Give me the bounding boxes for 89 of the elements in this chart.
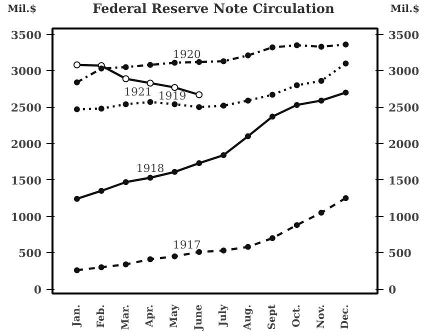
- x-tick-label: Nov.: [316, 304, 327, 329]
- y-tick-label: 1500: [10, 174, 42, 188]
- point: [122, 64, 129, 70]
- point: [244, 133, 251, 140]
- point: [171, 84, 178, 91]
- point: [196, 249, 202, 255]
- y-tick-label: 2500: [10, 102, 42, 115]
- point: [122, 101, 129, 108]
- point: [269, 92, 276, 98]
- point: [147, 174, 154, 181]
- point: [294, 222, 300, 228]
- y2-tick-label: 500: [388, 247, 412, 260]
- series-label: 1918: [136, 162, 164, 176]
- x-tick-label: Dec.: [340, 304, 352, 330]
- y-tick-label: 3000: [10, 65, 42, 78]
- y2-tick-label: 0: [388, 284, 396, 297]
- point: [342, 60, 349, 66]
- point: [74, 267, 80, 274]
- point: [98, 188, 104, 194]
- series-label: 1920: [172, 48, 201, 61]
- point: [147, 62, 154, 68]
- point: [172, 60, 178, 66]
- x-tick-label: Oct.: [291, 304, 302, 328]
- point: [196, 91, 203, 98]
- point: [318, 78, 324, 84]
- point: [196, 58, 202, 65]
- point: [122, 75, 130, 82]
- point: [318, 44, 324, 50]
- y-tick-label: 1000: [10, 210, 42, 224]
- y2-tick-label: 2500: [388, 102, 420, 115]
- series-label: 1921: [124, 85, 152, 98]
- x-tick-label: May: [169, 303, 180, 328]
- y2-axis-title: Mil.$: [389, 3, 421, 17]
- point: [146, 80, 154, 87]
- point: [172, 168, 178, 175]
- point: [269, 114, 276, 120]
- y-tick-label: 0: [34, 284, 42, 297]
- point: [269, 235, 276, 242]
- point: [244, 52, 251, 58]
- x-tick-label: Sept: [266, 304, 278, 330]
- x-tick-label: July: [218, 303, 230, 328]
- point: [220, 248, 227, 254]
- point: [220, 152, 227, 158]
- point: [342, 195, 349, 202]
- y2-tick-label: 3500: [388, 28, 420, 42]
- point: [342, 42, 349, 48]
- x-tick-label: June: [194, 304, 205, 332]
- point: [318, 210, 324, 216]
- chart-title: Federal Reserve Note Circulation: [92, 0, 335, 19]
- x-tick-label: Mar.: [120, 304, 132, 330]
- point: [98, 66, 104, 72]
- x-tick-label: Jan.: [71, 304, 82, 328]
- series-label: 1919: [158, 89, 186, 102]
- point: [244, 244, 251, 250]
- point: [342, 90, 349, 96]
- point: [98, 106, 104, 112]
- series-label: 1917: [172, 238, 201, 252]
- x-tick-label: Feb.: [96, 304, 107, 328]
- point: [294, 42, 300, 48]
- point: [220, 58, 227, 64]
- point: [318, 98, 324, 104]
- x-tick-label: Apr.: [144, 304, 156, 328]
- y-axis-title: Mil.$: [6, 3, 38, 17]
- point: [172, 253, 178, 260]
- point: [294, 82, 300, 88]
- y2-tick-label: 3000: [388, 65, 420, 78]
- point: [122, 179, 129, 186]
- point: [294, 102, 300, 108]
- point: [122, 261, 129, 268]
- x-tick-label: Aug.: [242, 304, 254, 332]
- point: [74, 106, 80, 112]
- y-tick-label: 3500: [10, 28, 42, 42]
- point: [172, 101, 178, 108]
- point: [147, 256, 154, 262]
- point: [269, 44, 276, 50]
- point: [74, 79, 80, 86]
- y2-tick-label: 1500: [388, 174, 420, 188]
- point: [220, 102, 227, 109]
- y-tick-label: 500: [18, 247, 42, 260]
- point: [147, 99, 154, 106]
- point: [196, 104, 202, 110]
- point: [98, 264, 104, 270]
- y-tick-label: 2000: [10, 138, 42, 152]
- point: [244, 98, 251, 104]
- y2-tick-label: 2000: [388, 138, 420, 152]
- point: [196, 160, 202, 166]
- point: [74, 196, 80, 202]
- y2-tick-label: 1000: [388, 210, 420, 224]
- point: [73, 61, 80, 68]
